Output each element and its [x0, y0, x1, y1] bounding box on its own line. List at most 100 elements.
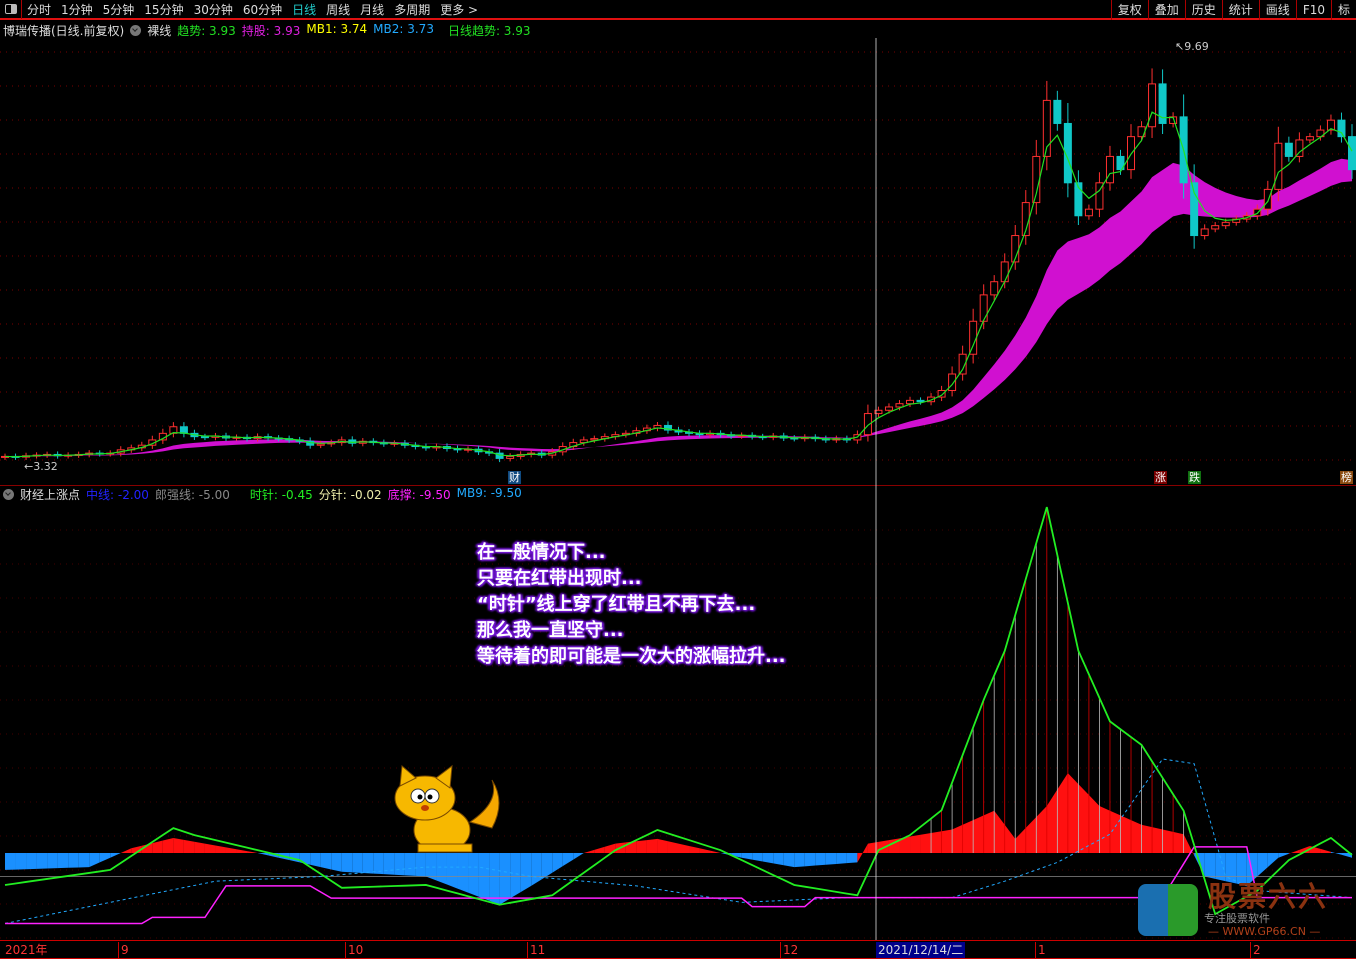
blue-band-area	[415, 853, 426, 877]
red-band-area	[994, 810, 1005, 853]
blue-band-area	[352, 853, 363, 873]
blue-band-area	[773, 853, 784, 866]
marker-zhang: 涨	[1154, 471, 1167, 484]
blue-band-area	[78, 853, 90, 868]
blue-band-area	[110, 853, 121, 858]
blue-band-area	[752, 853, 763, 862]
logo-mark-icon	[1138, 884, 1198, 936]
candle-body	[1326, 119, 1335, 131]
cat-mascot-icon	[394, 764, 500, 853]
tab-period[interactable]: 月线	[360, 2, 385, 17]
red-band-area	[1320, 848, 1331, 853]
red-band-area	[215, 845, 226, 853]
candle-body	[1305, 136, 1314, 141]
tab-period[interactable]: 1分钟	[61, 2, 93, 17]
month-label: 9	[118, 942, 129, 958]
red-band-area	[1004, 824, 1016, 853]
tab-period[interactable]: 周线	[326, 2, 351, 17]
candle-body	[916, 399, 925, 403]
indicator-legend: 财经上涨点 中线: -2.00 郎强线: -5.00 时针: -0.45 分针: -0…	[3, 486, 522, 502]
candle-body	[1348, 136, 1356, 171]
tab-period[interactable]: 日线	[292, 2, 317, 17]
toolbar-button[interactable]: 历史	[1184, 0, 1222, 20]
candle-body	[1232, 218, 1241, 223]
candle-body	[1084, 208, 1093, 217]
blue-band-area	[573, 853, 584, 860]
candle-body	[1053, 99, 1062, 124]
period-toolbar: 分时 1分钟 5分钟 15分钟 30分钟 60分钟 日线 周线 月线 多周期 更多 > 复权 叠加 历史…	[0, 0, 1356, 20]
candle-body	[169, 426, 178, 434]
indicator-title[interactable]: 财经上涨点	[20, 487, 81, 502]
toolbar-button[interactable]: 统计	[1221, 0, 1259, 20]
blue-band-area	[341, 853, 353, 873]
blue-band-area	[257, 853, 269, 856]
red-band-area	[931, 831, 942, 853]
time-axis: 2021/12/14/二 2021年 9 10 11 12 1 2	[0, 940, 1356, 959]
red-band-area	[162, 837, 174, 853]
blue-band-area	[1278, 853, 1289, 858]
blue-band-area	[457, 853, 469, 893]
red-band-area	[1288, 849, 1300, 854]
red-band-area	[1152, 827, 1163, 853]
tab-period[interactable]: 更多 >	[440, 2, 479, 17]
candle-body	[316, 443, 325, 446]
red-band-area	[1057, 773, 1068, 853]
dropdown-icon[interactable]	[3, 488, 14, 500]
mode-label[interactable]: 裸线	[147, 23, 172, 38]
dropdown-icon[interactable]	[130, 24, 142, 36]
month-label: 11	[527, 942, 545, 958]
legend-item: 趋势: 3.93	[177, 23, 236, 38]
candle-body	[1158, 83, 1167, 124]
logo-name: 股票六六	[1208, 880, 1329, 913]
blue-band-area	[531, 853, 542, 886]
blue-band-area	[15, 853, 27, 870]
legend-item: 中线: -2.00	[86, 487, 149, 502]
candle-body	[1105, 155, 1114, 184]
red-band-area	[689, 845, 700, 853]
blue-band-area	[310, 853, 321, 868]
red-band-area	[183, 839, 195, 853]
tab-period[interactable]: 30分钟	[193, 2, 233, 17]
toolbar-button[interactable]: 标	[1330, 0, 1356, 20]
blue-band-area	[783, 853, 795, 868]
candle-body	[1190, 182, 1199, 237]
holding-band	[5, 158, 1352, 457]
blue-band-area	[373, 853, 384, 875]
panel-divider[interactable]	[0, 485, 1356, 486]
blue-band-area	[57, 853, 69, 869]
toolbar-button[interactable]: 画线	[1258, 0, 1296, 20]
toolbar-button[interactable]: 复权	[1110, 0, 1148, 20]
tab-period[interactable]: 分时	[27, 2, 52, 17]
red-band-area	[1131, 820, 1142, 853]
red-band-area	[678, 843, 690, 853]
red-band-area	[141, 843, 153, 853]
blue-band-area	[1330, 851, 1342, 855]
red-band-area	[867, 841, 879, 853]
red-band-area	[1088, 795, 1100, 853]
toolbar-button[interactable]: F10	[1295, 0, 1331, 20]
candle-body	[895, 403, 904, 408]
tab-period[interactable]: 15分钟	[144, 2, 184, 17]
tab-period[interactable]: 多周期	[394, 2, 431, 17]
red-band-area	[204, 843, 216, 853]
blue-band-area	[89, 853, 100, 868]
panel-toggle-icon[interactable]	[0, 0, 22, 19]
tab-period[interactable]: 60分钟	[242, 2, 283, 17]
toolbar-button[interactable]: 叠加	[1147, 0, 1185, 20]
blue-band-area	[362, 853, 374, 874]
candle-body	[958, 353, 967, 375]
candle-body	[906, 399, 915, 405]
tab-period[interactable]: 5分钟	[102, 2, 135, 17]
legend-item: MB9: -9.50	[456, 485, 522, 500]
candle-body	[1253, 208, 1262, 217]
red-band-area	[899, 836, 911, 853]
red-band-area	[941, 829, 953, 853]
blue-band-area	[5, 853, 16, 870]
blue-band-area	[541, 853, 553, 880]
red-band-area	[657, 838, 668, 853]
blue-band-area	[1204, 853, 1216, 879]
candle-body	[1200, 228, 1209, 237]
blue-band-area	[520, 853, 532, 893]
blue-band-area	[1236, 853, 1247, 886]
